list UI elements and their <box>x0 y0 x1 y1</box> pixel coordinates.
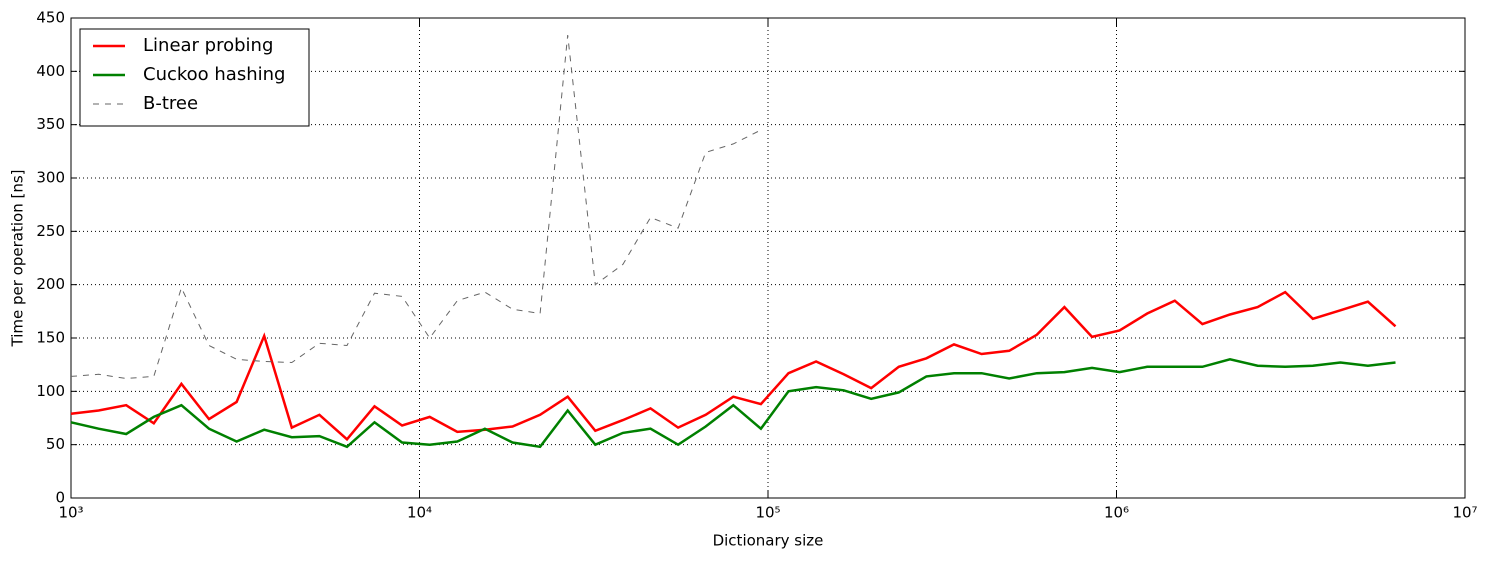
x-tick-label: 10⁶ <box>1104 504 1129 522</box>
x-tick-label: 10⁵ <box>755 504 780 522</box>
y-tick-label: 300 <box>36 169 65 187</box>
y-tick-label: 450 <box>36 9 65 27</box>
y-tick-label: 100 <box>36 382 65 400</box>
y-tick-label: 250 <box>36 222 65 240</box>
legend-label: B-tree <box>143 93 198 114</box>
x-tick-label: 10⁷ <box>1452 504 1477 522</box>
legend-label: Linear probing <box>143 35 273 56</box>
x-tick-label: 10³ <box>58 504 83 522</box>
y-tick-label: 0 <box>55 489 65 507</box>
y-axis-label: Time per operation [ns] <box>9 170 27 348</box>
x-tick-label: 10⁴ <box>407 504 432 522</box>
x-axis-label: Dictionary size <box>713 532 824 550</box>
series-line <box>70 290 1397 442</box>
series-line <box>70 358 1396 449</box>
y-tick-label: 350 <box>36 115 65 133</box>
y-tick-label: 150 <box>36 329 65 347</box>
legend: Linear probing Cuckoo hashing B-tree <box>79 28 310 127</box>
legend-label: Cuckoo hashing <box>143 64 285 85</box>
y-tick-label: 50 <box>46 435 65 453</box>
plot-frame <box>70 17 1466 499</box>
y-tick-label: 400 <box>36 62 65 80</box>
y-tick-label: 200 <box>36 275 65 293</box>
